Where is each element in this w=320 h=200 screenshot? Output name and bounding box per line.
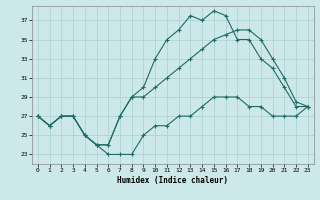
X-axis label: Humidex (Indice chaleur): Humidex (Indice chaleur) [117, 176, 228, 185]
